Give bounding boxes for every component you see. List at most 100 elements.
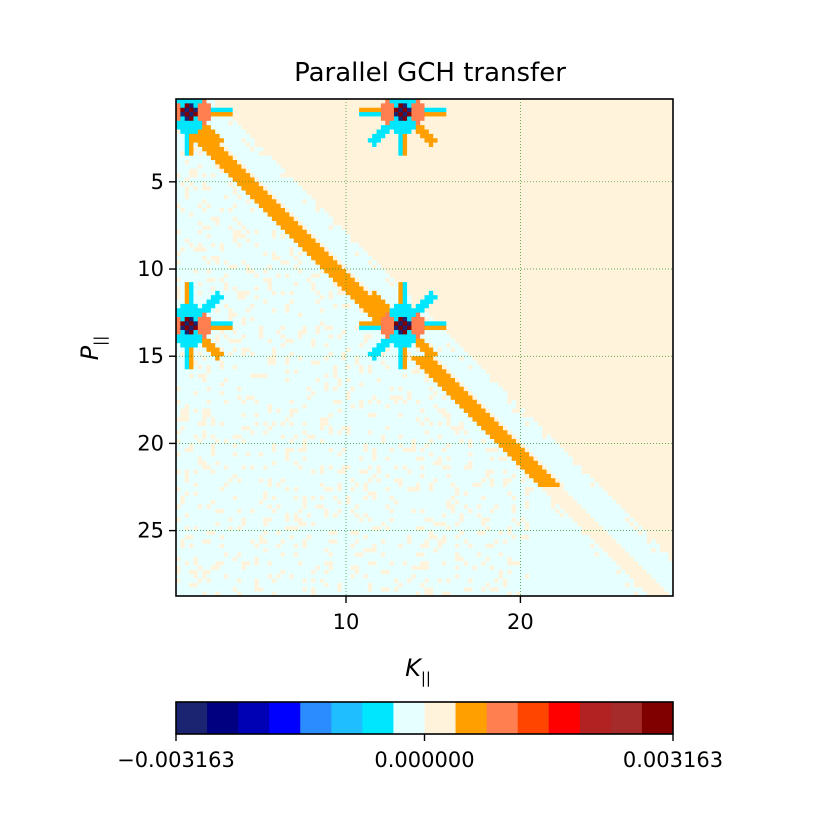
heatmap-cell bbox=[616, 277, 622, 283]
heatmap-cell bbox=[494, 173, 500, 178]
heatmap-cell bbox=[546, 103, 552, 109]
heatmap-cell bbox=[398, 247, 404, 252]
heatmap-cell bbox=[328, 273, 334, 279]
heatmap-cell bbox=[393, 255, 399, 261]
heatmap-cell bbox=[468, 190, 473, 196]
heatmap-cell bbox=[598, 216, 604, 222]
heatmap-cell bbox=[350, 282, 356, 287]
heatmap-cell bbox=[324, 269, 329, 274]
heatmap-cell bbox=[324, 133, 329, 139]
heatmap-cell bbox=[250, 247, 255, 252]
heatmap-cell bbox=[180, 120, 186, 126]
heatmap-cell bbox=[459, 277, 465, 283]
heatmap-cell bbox=[537, 129, 543, 135]
heatmap-cell bbox=[550, 129, 556, 135]
heatmap-cell bbox=[520, 251, 526, 257]
heatmap-cell bbox=[302, 199, 308, 205]
heatmap-cell bbox=[607, 277, 613, 283]
heatmap-cell bbox=[289, 168, 295, 174]
heatmap-cell bbox=[511, 181, 517, 187]
heatmap-cell bbox=[577, 242, 582, 248]
heatmap-cell bbox=[176, 207, 181, 213]
heatmap-cell bbox=[420, 229, 425, 235]
heatmap-cell bbox=[271, 212, 277, 218]
heatmap-cell bbox=[206, 269, 212, 274]
heatmap-cell bbox=[468, 269, 473, 274]
heatmap-cell bbox=[385, 255, 391, 261]
heatmap-cell bbox=[367, 225, 373, 231]
heatmap-cell bbox=[241, 260, 247, 266]
heatmap-cell bbox=[289, 282, 295, 287]
heatmap-cell bbox=[511, 160, 517, 165]
heatmap-cell bbox=[237, 155, 242, 161]
heatmap-cell bbox=[210, 146, 216, 152]
heatmap-cell bbox=[267, 177, 273, 183]
heatmap-cell bbox=[254, 269, 260, 274]
heatmap-cell bbox=[524, 129, 530, 135]
heatmap-cell bbox=[520, 255, 526, 261]
heatmap-cell bbox=[284, 260, 290, 266]
heatmap-cell bbox=[651, 207, 656, 213]
heatmap-cell bbox=[437, 138, 443, 143]
heatmap-cell bbox=[572, 216, 578, 222]
heatmap-cell bbox=[350, 255, 356, 261]
heatmap-cell bbox=[319, 125, 325, 130]
heatmap-cell bbox=[328, 282, 334, 287]
heatmap-cell bbox=[603, 273, 609, 279]
heatmap-cell bbox=[481, 112, 486, 117]
heatmap-cell bbox=[189, 155, 194, 161]
heatmap-cell bbox=[206, 146, 212, 152]
heatmap-cell bbox=[359, 212, 364, 218]
heatmap-cell bbox=[585, 264, 591, 270]
heatmap-cell bbox=[398, 181, 404, 187]
heatmap-cell bbox=[189, 234, 194, 239]
heatmap-cell bbox=[424, 133, 430, 139]
heatmap-cell bbox=[450, 251, 456, 257]
heatmap-cell bbox=[529, 221, 534, 226]
heatmap-cell bbox=[594, 199, 600, 205]
heatmap-cell bbox=[511, 112, 517, 117]
heatmap-cell bbox=[463, 229, 469, 235]
heatmap-cell bbox=[625, 181, 630, 187]
heatmap-cell bbox=[420, 199, 425, 205]
heatmap-cell bbox=[376, 142, 382, 148]
heatmap-cell bbox=[267, 190, 273, 196]
heatmap-cell bbox=[446, 247, 452, 252]
heatmap-cell bbox=[441, 247, 447, 252]
heatmap-cell bbox=[463, 186, 469, 191]
heatmap-cell bbox=[598, 155, 604, 161]
heatmap-cell bbox=[481, 225, 486, 231]
heatmap-cell bbox=[267, 199, 273, 205]
heatmap-cell bbox=[481, 160, 486, 165]
heatmap-cell bbox=[367, 269, 373, 274]
heatmap-cell bbox=[206, 112, 212, 117]
heatmap-cell bbox=[625, 234, 630, 239]
heatmap-cell bbox=[476, 273, 482, 279]
heatmap-cell bbox=[507, 264, 513, 270]
heatmap-cell bbox=[537, 242, 543, 248]
heatmap-cell bbox=[346, 207, 351, 213]
heatmap-cell bbox=[620, 234, 626, 239]
heatmap-cell bbox=[359, 173, 364, 178]
heatmap-cell bbox=[354, 133, 360, 139]
heatmap-cell bbox=[197, 212, 203, 218]
heatmap-cell bbox=[411, 112, 417, 117]
heatmap-cell bbox=[511, 177, 517, 183]
heatmap-cell bbox=[485, 269, 491, 274]
heatmap-cell bbox=[664, 238, 670, 244]
heatmap-cell bbox=[258, 255, 264, 261]
heatmap-cell bbox=[468, 173, 473, 178]
heatmap-cell bbox=[437, 99, 443, 104]
heatmap-cell bbox=[651, 269, 656, 274]
heatmap-cell bbox=[359, 99, 364, 104]
heatmap-cell bbox=[542, 138, 547, 143]
heatmap-cell bbox=[276, 125, 282, 130]
heatmap-cell bbox=[537, 247, 543, 252]
heatmap-cell bbox=[546, 142, 552, 148]
heatmap-cell bbox=[502, 142, 508, 148]
heatmap-cell bbox=[176, 255, 181, 261]
heatmap-cell bbox=[502, 181, 508, 187]
heatmap-cell bbox=[590, 255, 595, 261]
heatmap-cell bbox=[581, 133, 587, 139]
heatmap-cell bbox=[393, 160, 399, 165]
